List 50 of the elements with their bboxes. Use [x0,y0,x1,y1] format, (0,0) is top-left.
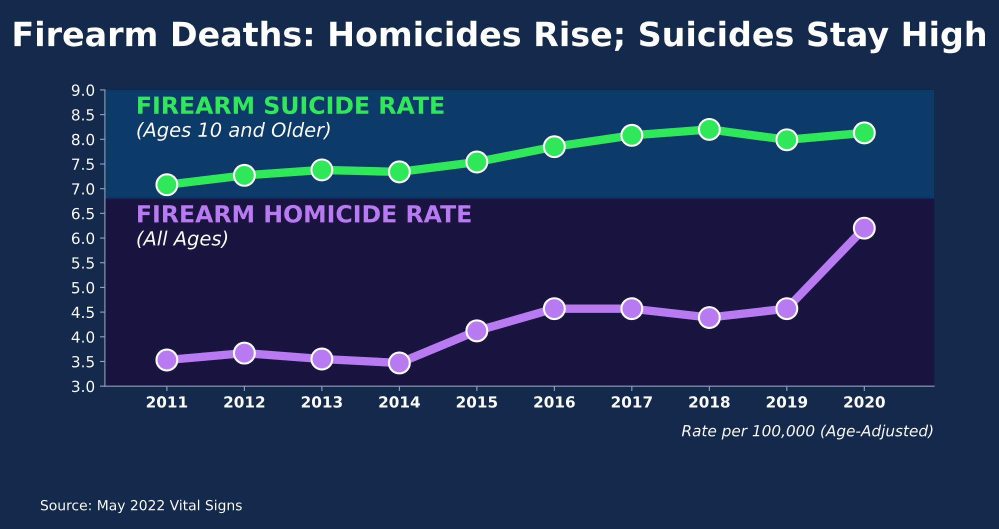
point [852,121,876,144]
x-tick-label: 2020 [844,396,885,408]
point [232,164,256,187]
point [388,160,411,184]
point [775,297,798,320]
point [620,124,644,147]
y-tick-label: 5.5 [72,257,94,269]
y-tick-label: 7.0 [72,183,94,195]
point [465,319,488,342]
point [542,135,566,158]
point [310,158,334,182]
point [698,306,721,330]
point [698,118,721,141]
x-tick-label: 2012 [224,396,264,408]
x-tick-label: 2016 [534,396,575,408]
x-tick-label: 2018 [689,396,730,408]
y-tick-label: 8.0 [72,134,94,146]
y-tick-label: 8.5 [72,109,94,121]
y-tick-label: 5.0 [72,282,94,294]
y-tick-label: 4.5 [72,306,94,318]
point [542,297,566,320]
y-tick-label: 6.0 [72,232,94,244]
point [232,342,256,365]
point [465,150,488,174]
x-tick-label: 2017 [612,396,652,408]
text: Rate per 100,000 (Age-Adjusted) [682,424,933,440]
x-tick-label: 2011 [146,396,188,408]
point [155,173,178,196]
y-tick-label: 4.0 [72,331,94,343]
y-tick-label: 3.5 [72,356,94,368]
point [155,348,178,372]
source-note: Source: May 2022 Vital Signs [40,500,242,514]
chart-title: Firearm Deaths: Homicides Rise; Suicides Stay High [14,20,985,54]
x-tick-label: 2015 [456,396,498,408]
annotation: (All Ages) [137,230,228,250]
x-tick-label: 2013 [302,396,342,408]
y-tick-label: 6.5 [72,208,94,220]
y-tick-label: 7.5 [72,158,94,170]
y-tick-label: 3.0 [72,380,94,392]
x-tick-label: 2014 [379,396,420,408]
y-tick-label: 9.0 [72,84,94,96]
point [310,348,334,370]
x-tick-label: 2019 [766,396,808,408]
annotation: (Ages 10 and Older) [137,122,330,141]
point [852,216,876,240]
point [775,128,798,152]
text: FIREARM SUICIDE RATE [138,96,444,114]
text: FIREARM HOMICIDE RATE [138,204,471,223]
point [620,297,644,320]
point [388,352,411,374]
